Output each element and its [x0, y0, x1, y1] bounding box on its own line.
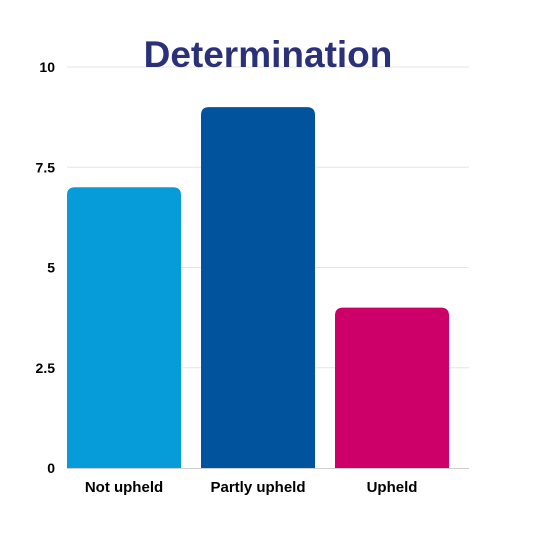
y-tick-label: 2.5 [36, 360, 56, 376]
x-category-label: Not upheld [85, 479, 163, 496]
bar-upheld [335, 307, 449, 468]
chart-title: Determination [144, 34, 393, 75]
x-category-label: Partly upheld [210, 479, 305, 496]
y-tick-label: 0 [47, 460, 55, 476]
x-axis-categories: Not upheld Partly upheld Upheld [85, 479, 418, 496]
y-axis-ticks: 0 2.5 5 7.5 10 [36, 59, 56, 476]
bar-partly-upheld [201, 107, 315, 468]
bar-not-upheld [67, 187, 181, 469]
y-tick-label: 10 [39, 59, 55, 75]
bars [67, 107, 449, 469]
y-tick-label: 5 [47, 260, 55, 276]
x-category-label: Upheld [367, 479, 418, 496]
y-tick-label: 7.5 [36, 159, 56, 175]
